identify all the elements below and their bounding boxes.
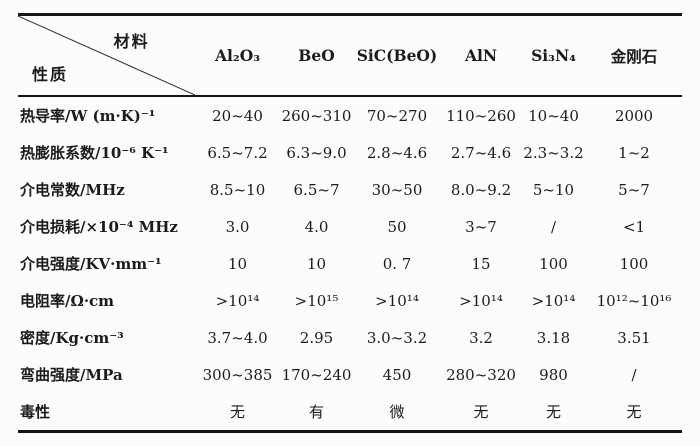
value-cell: 2.95 bbox=[299, 328, 334, 347]
value-cell: 15 bbox=[471, 254, 491, 273]
value-cell: 6.5~7.2 bbox=[207, 143, 268, 162]
value-cell: 10~40 bbox=[528, 106, 579, 125]
value-cell: 100 bbox=[539, 254, 568, 273]
value-cell: 2.8~4.6 bbox=[366, 143, 428, 162]
row-label-dielectric-loss: 介电损耗/×10⁻⁴ MHz bbox=[20, 218, 178, 236]
value-cell: 980 bbox=[539, 365, 568, 384]
table-row-dielectric-strength: 介电强度/KV·mm⁻¹ 10 10 0. 7 15 100 100 bbox=[18, 245, 682, 282]
value-cell: / bbox=[550, 217, 557, 236]
corner-label-material: 材料 bbox=[113, 32, 150, 51]
materials-table-wrap: 材料 性质 Al₂O₃ BeO SiC(BeO) AlN Si₃N₄ 金刚石 热… bbox=[18, 13, 682, 433]
value-cell: 10 bbox=[306, 254, 327, 273]
col-header-si3n4: Si₃N₄ bbox=[531, 46, 576, 65]
col-header-beo: BeO bbox=[298, 46, 335, 65]
table-row-thermal-expansion: 热膨胀系数/10⁻⁶ K⁻¹ 6.5~7.2 6.3~9.0 2.8~4.6 2… bbox=[18, 134, 682, 171]
value-cell: 3.2 bbox=[469, 328, 493, 347]
col-header-al2o3: Al₂O₃ bbox=[215, 46, 260, 65]
value-cell: 300~385 bbox=[202, 365, 273, 384]
value-cell: 3.18 bbox=[536, 328, 571, 347]
row-label-thermal-conductivity: 热导率/W (m·K)⁻¹ bbox=[20, 107, 156, 125]
materials-properties-table: 材料 性质 Al₂O₃ BeO SiC(BeO) AlN Si₃N₄ 金刚石 热… bbox=[18, 13, 682, 433]
value-cell: 260~310 bbox=[281, 106, 352, 125]
row-label-resistivity: 电阻率/Ω·cm bbox=[20, 292, 115, 310]
value-cell: 3.51 bbox=[617, 328, 651, 347]
row-label-density: 密度/Kg·cm⁻³ bbox=[20, 329, 124, 347]
value-cell: 1~2 bbox=[618, 143, 650, 162]
value-cell: 3.0~3.2 bbox=[366, 328, 428, 347]
corner-header-cell: 材料 性质 bbox=[18, 15, 195, 97]
col-header-aln: AlN bbox=[464, 46, 498, 65]
value-cell: 0. 7 bbox=[382, 254, 412, 273]
table-row-thermal-conductivity: 热导率/W (m·K)⁻¹ 20~40 260~310 70~270 110~2… bbox=[18, 96, 682, 134]
table-row-dielectric-loss: 介电损耗/×10⁻⁴ MHz 3.0 4.0 50 3~7 / <1 bbox=[18, 208, 682, 245]
value-cell: >10¹⁴ bbox=[215, 291, 260, 310]
value-cell: 5~10 bbox=[532, 180, 575, 199]
value-cell: 2.3~3.2 bbox=[523, 143, 584, 162]
value-cell: 2000 bbox=[614, 106, 654, 125]
header-row: 材料 性质 Al₂O₃ BeO SiC(BeO) AlN Si₃N₄ 金刚石 bbox=[18, 15, 682, 97]
value-cell: 有 bbox=[308, 403, 324, 421]
value-cell: 3.7~4.0 bbox=[207, 328, 268, 347]
value-cell: 8.0~9.2 bbox=[450, 180, 512, 199]
table-row-toxicity: 毒性 无 有 微 无 无 无 bbox=[18, 393, 682, 432]
value-cell: 微 bbox=[389, 403, 405, 421]
row-label-bending-strength: 弯曲强度/MPa bbox=[20, 366, 123, 384]
col-header-diamond: 金刚石 bbox=[610, 46, 658, 66]
value-cell: 6.3~9.0 bbox=[286, 143, 347, 162]
value-cell: >10¹⁴ bbox=[375, 291, 419, 310]
value-cell: 10 bbox=[227, 254, 248, 273]
value-cell: 无 bbox=[545, 403, 561, 421]
value-cell: 100 bbox=[619, 254, 649, 273]
value-cell: 30~50 bbox=[371, 180, 423, 199]
value-cell: 2.7~4.6 bbox=[450, 143, 512, 162]
row-label-toxicity: 毒性 bbox=[20, 403, 51, 421]
value-cell: 4.0 bbox=[304, 217, 329, 236]
value-cell: >10¹⁴ bbox=[459, 291, 503, 310]
value-cell: <1 bbox=[622, 217, 646, 236]
value-cell: 20~40 bbox=[212, 106, 263, 125]
value-cell: 无 bbox=[473, 403, 489, 421]
table-row-bending-strength: 弯曲强度/MPa 300~385 170~240 450 280~320 980… bbox=[18, 356, 682, 393]
table-row-density: 密度/Kg·cm⁻³ 3.7~4.0 2.95 3.0~3.2 3.2 3.18… bbox=[18, 319, 682, 356]
value-cell: 450 bbox=[382, 365, 412, 384]
value-cell: 50 bbox=[387, 217, 407, 236]
value-cell: 8.5~10 bbox=[209, 180, 266, 199]
value-cell: 10¹²~10¹⁶ bbox=[596, 291, 672, 310]
value-cell: 110~260 bbox=[446, 106, 516, 125]
value-cell: 3~7 bbox=[465, 217, 497, 236]
diagonal-divider-line bbox=[18, 16, 195, 95]
row-label-thermal-expansion: 热膨胀系数/10⁻⁶ K⁻¹ bbox=[20, 144, 169, 162]
value-cell: 5~7 bbox=[618, 180, 650, 199]
value-cell: 无 bbox=[626, 403, 642, 421]
row-label-dielectric-strength: 介电强度/KV·mm⁻¹ bbox=[20, 255, 162, 273]
value-cell: 3.0 bbox=[225, 217, 250, 236]
row-label-dielectric-constant: 介电常数/MHz bbox=[20, 181, 125, 199]
value-cell: 6.5~7 bbox=[293, 180, 340, 199]
value-cell: 280~320 bbox=[446, 365, 516, 384]
value-cell: >10¹⁴ bbox=[531, 291, 576, 310]
value-cell: 无 bbox=[229, 403, 245, 421]
value-cell: 170~240 bbox=[281, 365, 352, 384]
table-row-resistivity: 电阻率/Ω·cm >10¹⁴ >10¹⁵ >10¹⁴ >10¹⁴ >10¹⁴ 1… bbox=[18, 282, 682, 319]
corner-label-property: 性质 bbox=[32, 65, 69, 84]
value-cell: >10¹⁵ bbox=[294, 291, 339, 310]
table-row-dielectric-constant: 介电常数/MHz 8.5~10 6.5~7 30~50 8.0~9.2 5~10… bbox=[18, 171, 682, 208]
value-cell: 70~270 bbox=[366, 106, 428, 125]
col-header-sic-beo: SiC(BeO) bbox=[356, 46, 438, 65]
value-cell: / bbox=[631, 365, 637, 384]
